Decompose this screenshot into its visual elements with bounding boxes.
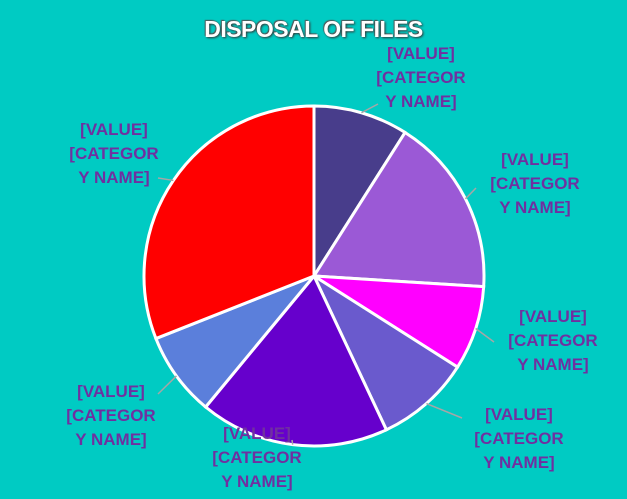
category-label: [CATEGORY NAME] (490, 174, 580, 217)
data-label: [VALUE] [CATEGORY NAME] (66, 118, 162, 190)
category-label: [CATEGORY NAME] (69, 144, 159, 187)
category-label: [CATEGORY NAME] (508, 331, 598, 374)
value-label: [VALUE] (77, 382, 145, 401)
value-label: [VALUE] (501, 150, 569, 169)
category-label: [CATEGORY NAME] (376, 68, 466, 111)
value-label: [VALUE] (485, 405, 553, 424)
value-label: [VALUE] (80, 120, 148, 139)
data-label: [VALUE] [CATEGORY NAME] (487, 148, 583, 220)
data-label: [VALUE] [CATEGORY NAME] (471, 403, 567, 475)
leader-line (464, 187, 477, 200)
leader-line (157, 177, 174, 182)
data-label: [VALUE] [CATEGORY NAME] (209, 422, 305, 494)
category-label: [CATEGORY NAME] (474, 429, 564, 472)
value-label: [VALUE] (387, 44, 455, 63)
category-label: [CATEGORY NAME] (66, 406, 156, 449)
pie-slice (310, 271, 460, 432)
leader-line (157, 375, 177, 395)
data-label: [VALUE] [CATEGORY NAME] (63, 380, 159, 452)
data-label: [VALUE] [CATEGORY NAME] (373, 42, 469, 114)
value-label: [VALUE] (223, 424, 291, 443)
leader-line (426, 402, 463, 419)
leader-line (361, 103, 379, 114)
pie-slice (142, 104, 316, 341)
pie-slice (311, 130, 486, 289)
category-label: [CATEGORY NAME] (212, 448, 302, 491)
pie-slice (312, 104, 408, 282)
leader-line (291, 439, 294, 445)
chart-title: DISPOSAL OF FILES (204, 16, 423, 42)
leader-line (475, 327, 495, 343)
value-label: [VALUE] (519, 307, 587, 326)
data-label: [VALUE] [CATEGORY NAME] (505, 305, 601, 377)
